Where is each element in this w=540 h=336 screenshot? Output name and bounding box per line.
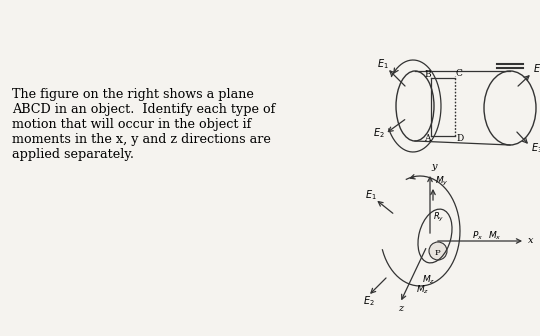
Text: $R_y$: $R_y$ — [433, 210, 444, 223]
Text: $E_4$: $E_4$ — [533, 62, 540, 76]
Text: $E_2$: $E_2$ — [363, 294, 375, 308]
Text: D: D — [456, 134, 463, 143]
Text: applied separately.: applied separately. — [12, 148, 134, 161]
Text: B: B — [424, 70, 430, 79]
Text: moments in the x, y and z directions are: moments in the x, y and z directions are — [12, 133, 271, 146]
Text: $E_1$: $E_1$ — [365, 188, 377, 202]
Circle shape — [429, 242, 447, 260]
Text: The figure on the right shows a plane: The figure on the right shows a plane — [12, 88, 254, 101]
Text: y: y — [431, 162, 436, 171]
Text: A: A — [424, 134, 430, 143]
Text: $E_3$: $E_3$ — [531, 141, 540, 155]
Text: motion that will occur in the object if: motion that will occur in the object if — [12, 118, 252, 131]
Text: $E_2$: $E_2$ — [373, 126, 384, 140]
Text: $M_z$: $M_z$ — [422, 274, 435, 287]
Text: z: z — [398, 304, 403, 313]
Text: x: x — [528, 236, 534, 245]
Text: $M_y$: $M_y$ — [435, 175, 449, 188]
Text: C: C — [456, 69, 463, 78]
Text: $M_x$: $M_x$ — [488, 230, 502, 243]
Text: $P_x$: $P_x$ — [472, 230, 483, 243]
Text: ABCD in an object.  Identify each type of: ABCD in an object. Identify each type of — [12, 103, 275, 116]
Text: $E_1$: $E_1$ — [377, 57, 389, 71]
Text: P: P — [435, 249, 441, 257]
Text: $M_z$: $M_z$ — [416, 284, 429, 296]
